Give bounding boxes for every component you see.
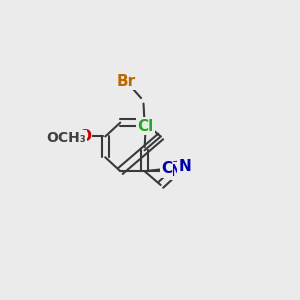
- Text: N: N: [169, 164, 182, 178]
- Text: Br: Br: [116, 74, 136, 88]
- Text: N: N: [178, 160, 191, 175]
- Text: O: O: [78, 129, 91, 144]
- Text: C: C: [161, 161, 172, 176]
- Text: OCH₃: OCH₃: [46, 130, 86, 145]
- Text: Cl: Cl: [137, 118, 154, 134]
